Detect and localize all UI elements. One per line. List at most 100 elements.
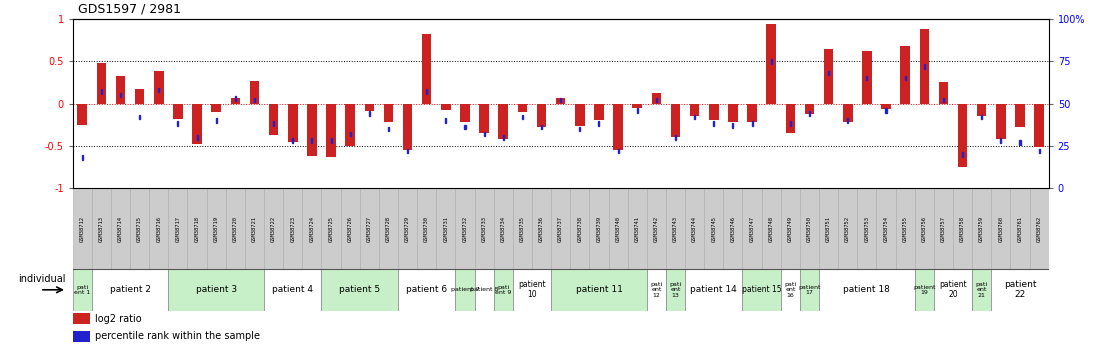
- Bar: [958, 104, 967, 167]
- Bar: [685, 188, 704, 269]
- Bar: [288, 104, 297, 141]
- Bar: [589, 188, 608, 269]
- Bar: [398, 269, 455, 310]
- Bar: [896, 188, 915, 269]
- Text: pati
ent
12: pati ent 12: [651, 282, 663, 298]
- Text: GSM38727: GSM38727: [367, 216, 372, 242]
- Bar: [666, 269, 685, 310]
- Bar: [480, 104, 489, 133]
- Text: GSM38758: GSM38758: [960, 216, 965, 242]
- Bar: [513, 188, 532, 269]
- Bar: [130, 188, 149, 269]
- Bar: [398, 188, 417, 269]
- Text: patient
22: patient 22: [1004, 280, 1036, 299]
- Text: GSM38725: GSM38725: [329, 216, 333, 242]
- Bar: [881, 104, 891, 109]
- Bar: [436, 188, 455, 269]
- Text: GSM38747: GSM38747: [749, 216, 755, 242]
- Text: GSM38742: GSM38742: [654, 216, 659, 242]
- Bar: [537, 104, 547, 127]
- Bar: [421, 34, 432, 104]
- Bar: [939, 82, 948, 104]
- Text: GSM38712: GSM38712: [79, 216, 85, 242]
- Text: GSM38714: GSM38714: [119, 216, 123, 242]
- Bar: [996, 104, 1005, 139]
- Text: GSM38752: GSM38752: [845, 216, 851, 242]
- Bar: [575, 104, 585, 126]
- Text: patient 5: patient 5: [339, 285, 380, 294]
- Text: log2 ratio: log2 ratio: [95, 314, 141, 324]
- Text: GSM38723: GSM38723: [291, 216, 295, 242]
- Text: GSM38760: GSM38760: [998, 216, 1003, 242]
- Bar: [767, 24, 776, 104]
- Bar: [264, 188, 283, 269]
- Bar: [742, 269, 780, 310]
- Bar: [455, 269, 474, 310]
- Bar: [402, 104, 413, 150]
- Bar: [647, 188, 666, 269]
- Text: GSM38726: GSM38726: [348, 216, 352, 242]
- Bar: [341, 188, 360, 269]
- Bar: [513, 269, 551, 310]
- Bar: [379, 188, 398, 269]
- Bar: [900, 46, 910, 104]
- Bar: [474, 269, 494, 310]
- Bar: [934, 188, 953, 269]
- Bar: [819, 269, 915, 310]
- Bar: [73, 188, 92, 269]
- Text: GSM38720: GSM38720: [233, 216, 238, 242]
- Bar: [556, 98, 566, 104]
- Bar: [322, 269, 398, 310]
- Bar: [532, 188, 551, 269]
- Bar: [116, 77, 125, 104]
- Bar: [992, 188, 1011, 269]
- Bar: [862, 51, 872, 104]
- Text: individual: individual: [18, 275, 66, 284]
- Bar: [953, 188, 973, 269]
- Bar: [518, 104, 528, 112]
- Text: pati
ent
21: pati ent 21: [976, 282, 988, 298]
- Bar: [647, 269, 666, 310]
- Text: GSM38755: GSM38755: [902, 216, 908, 242]
- Bar: [551, 269, 647, 310]
- Bar: [322, 188, 341, 269]
- Bar: [383, 104, 394, 122]
- Bar: [992, 269, 1049, 310]
- Bar: [92, 269, 169, 310]
- Text: patient 8: patient 8: [470, 287, 499, 292]
- Bar: [188, 188, 207, 269]
- Text: GSM38738: GSM38738: [577, 216, 582, 242]
- Bar: [780, 269, 799, 310]
- Text: patient 14: patient 14: [691, 285, 737, 294]
- Text: GSM38728: GSM38728: [386, 216, 391, 242]
- Bar: [799, 188, 819, 269]
- Text: patient
19: patient 19: [913, 285, 936, 295]
- Text: GSM38754: GSM38754: [883, 216, 889, 242]
- Bar: [761, 188, 780, 269]
- Bar: [838, 188, 858, 269]
- Text: GSM38730: GSM38730: [424, 216, 429, 242]
- Text: pati
ent
16: pati ent 16: [784, 282, 796, 298]
- Text: GSM38719: GSM38719: [214, 216, 219, 242]
- Text: GSM38736: GSM38736: [539, 216, 544, 242]
- Text: GSM38741: GSM38741: [635, 216, 639, 242]
- Text: GSM38716: GSM38716: [157, 216, 161, 242]
- Bar: [96, 63, 106, 104]
- Bar: [671, 104, 680, 137]
- Text: GSM38740: GSM38740: [616, 216, 620, 242]
- Bar: [723, 188, 742, 269]
- Bar: [169, 188, 188, 269]
- Bar: [442, 104, 451, 110]
- Text: GSM38732: GSM38732: [463, 216, 467, 242]
- Bar: [211, 104, 221, 112]
- Bar: [192, 104, 202, 144]
- Bar: [307, 104, 316, 156]
- Text: GSM38748: GSM38748: [769, 216, 774, 242]
- Text: patient 11: patient 11: [576, 285, 623, 294]
- Bar: [915, 269, 934, 310]
- Text: patient
10: patient 10: [518, 280, 546, 299]
- Bar: [230, 98, 240, 104]
- Text: GSM38717: GSM38717: [176, 216, 180, 242]
- Bar: [461, 104, 470, 122]
- Bar: [614, 104, 623, 150]
